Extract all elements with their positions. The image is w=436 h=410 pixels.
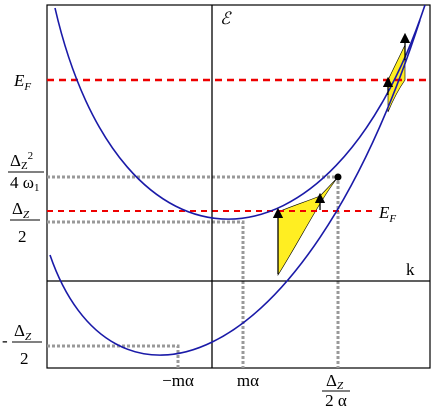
label-part: E [378,203,390,222]
label-part: 2 [28,150,34,162]
label-part: Z [337,380,344,392]
label-part: Z [25,331,32,343]
label-part: Δ [14,321,25,340]
half-zeeman-label: ΔZ 2 [10,199,40,246]
frame [46,4,431,369]
svg-text:4 ω1: 4 ω1 [10,173,39,194]
occupied-region [277,176,339,277]
label-part: 2 [20,349,29,368]
label-part: F [388,213,396,225]
label-part: 4 ω [10,173,34,192]
crossing-point [334,173,342,181]
label-part: - [2,331,8,350]
transition-arrows [272,32,411,274]
label-part: 1 [34,182,40,194]
svg-text:ΔZ: ΔZ [14,321,32,343]
label-part: F [23,81,31,93]
label-part: 2 [18,227,27,246]
label-part: Z [23,209,30,221]
neg-half-zeeman-label: - ΔZ 2 [2,321,42,368]
lower-band [49,19,421,356]
fermi-label: EF [13,71,31,93]
svg-text:ΔZ2: ΔZ2 [10,150,33,172]
fermi-label: EF [378,203,396,225]
m-alpha-label: mα [237,371,259,390]
label-part: Z [21,160,28,172]
k-label: k [406,260,415,279]
k-cross-label: ΔZ 2 α [322,371,350,410]
upper-band [54,5,426,220]
label-part: Δ [10,151,21,170]
svg-text:ΔZ: ΔZ [12,199,30,221]
svg-text:ΔZ: ΔZ [326,371,344,392]
neg-m-alpha-label: −mα [162,371,194,390]
crossing-energy-label: ΔZ2 4 ω1 [8,150,44,194]
label-part: 2 α [325,391,347,410]
label-part: Δ [12,199,23,218]
energy-label: ℰ [220,9,232,28]
label-part: Δ [326,371,337,390]
label-part: E [13,71,25,90]
